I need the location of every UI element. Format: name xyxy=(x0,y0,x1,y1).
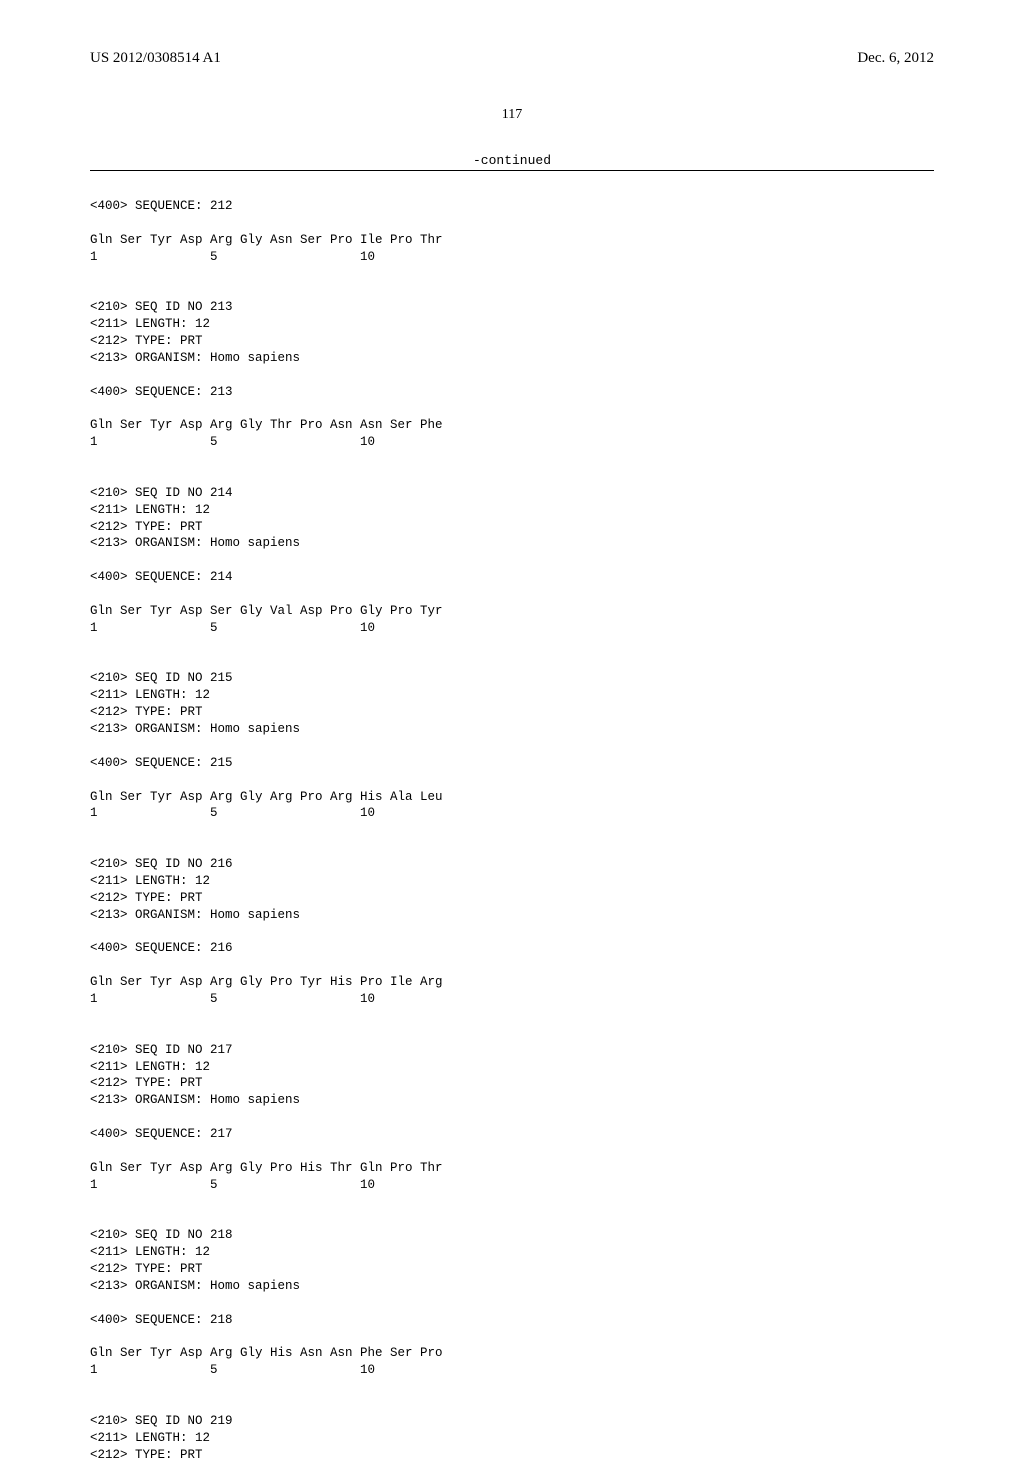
publication-number: US 2012/0308514 A1 xyxy=(90,50,221,67)
page-header: US 2012/0308514 A1 Dec. 6, 2012 xyxy=(90,50,934,67)
continued-label: -continued xyxy=(90,153,934,168)
continued-header: -continued xyxy=(90,153,934,171)
divider-line xyxy=(90,170,934,171)
page-number: 117 xyxy=(90,107,934,123)
publication-date: Dec. 6, 2012 xyxy=(857,50,934,67)
sequence-listing: <400> SEQUENCE: 212 Gln Ser Tyr Asp Arg … xyxy=(90,181,934,1464)
page-container: US 2012/0308514 A1 Dec. 6, 2012 117 -con… xyxy=(0,0,1024,1320)
